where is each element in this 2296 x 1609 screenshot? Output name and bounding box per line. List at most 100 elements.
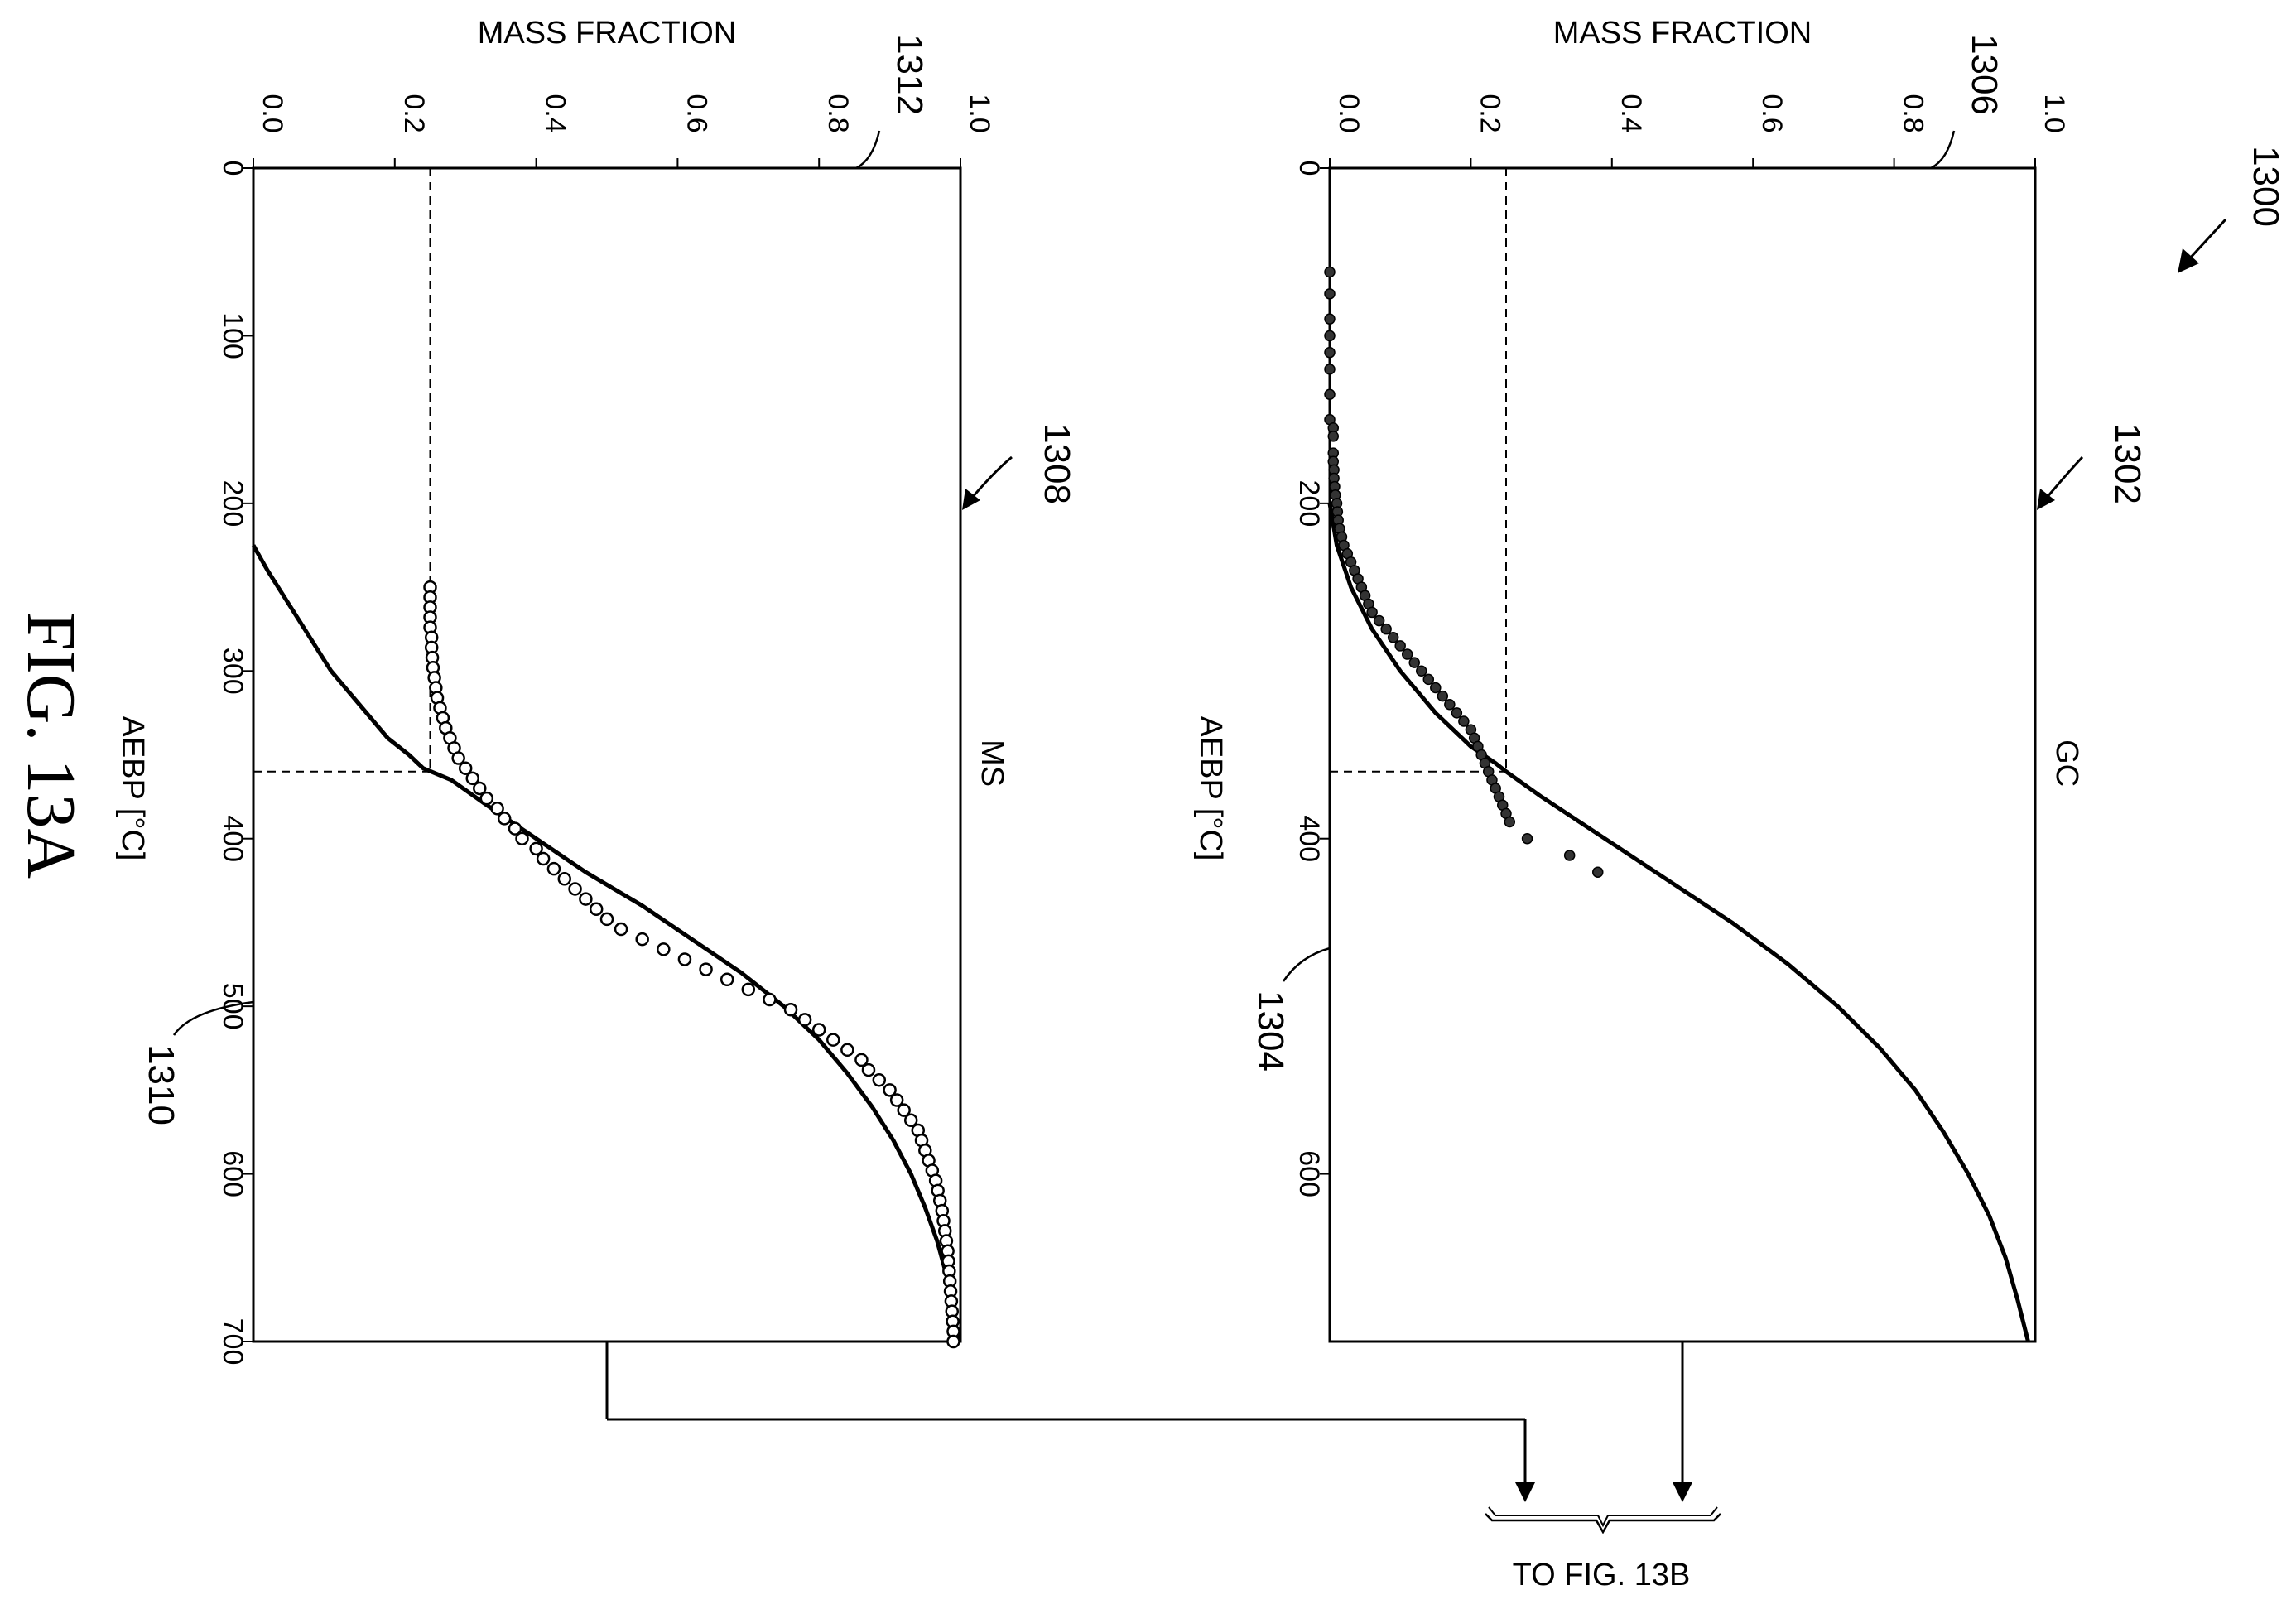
curve-ref-number: 1310 [141,1044,181,1125]
y-tick-label: 0.8 [1898,94,1929,132]
data-point [797,1013,812,1027]
data-point [1458,715,1470,727]
x-axis-label: AEBP [°C] [1193,715,1228,860]
continuation-brace-inner [1488,1506,1718,1528]
data-point [635,932,649,947]
data-point [1373,614,1385,627]
data-point [1387,632,1399,643]
plot-frame [1328,166,2037,1343]
plot-frame [252,166,962,1343]
data-point [889,1093,904,1107]
data-point [1324,266,1336,278]
data-point [1324,313,1336,325]
data-point [854,1053,869,1067]
series-curve [1327,503,2030,1342]
data-point [465,771,479,786]
x-tick-label: 0 [217,161,248,176]
y-tick-label: 0.2 [1474,94,1505,132]
curve-ref-leader [1282,947,1331,982]
plot-ref-number: 1302 [2107,423,2148,504]
data-point [1394,640,1406,652]
data-point [763,992,777,1007]
data-point [568,882,582,896]
chart-panels: 0 200 400 600 0.0 0.2 0.4 0.6 0.8 1.0 AEBP [°C] MAS… [115,16,2148,1365]
data-point [1444,699,1456,711]
x-tick-label: 300 [217,648,248,695]
chart-gc: 0 200 400 600 0.0 0.2 0.4 0.6 0.8 1.0 AEBP [°C] MAS… [1193,16,2148,1343]
data-point [946,1334,960,1349]
data-point [1521,832,1533,845]
data-point [536,851,551,866]
connector-gc-arrowhead [1673,1482,1692,1502]
x-tick-label: 200 [217,479,248,527]
data-point [1504,816,1516,828]
y-axis-label: MASS FRACTION [478,16,736,51]
data-point [599,912,614,927]
data-point [1380,623,1392,635]
panel-label: GC [2049,739,2084,787]
series-curve [251,544,960,1342]
y-tick-label: 0.4 [540,94,571,132]
y-tick-label: 0.0 [1333,94,1365,132]
data-point [861,1062,876,1077]
data-point [546,861,561,876]
data-point [1408,657,1420,668]
x-tick-label: 600 [1293,1150,1325,1197]
data-point [589,902,604,916]
data-point [1327,431,1340,442]
data-point [840,1043,854,1057]
data-point [826,1033,840,1047]
data-point [1324,388,1336,401]
data-point [872,1072,887,1087]
x-tick-label: 400 [217,815,248,862]
data-point [903,1113,918,1128]
data-point [473,781,487,796]
data-point [1324,364,1336,375]
plot-ref-number: 1308 [1037,423,1077,504]
data-point [557,872,572,886]
data-point [677,952,692,966]
figure-ref-number: 1300 [2245,146,2286,227]
x-axis-label: AEBP [°C] [115,715,150,860]
y-tick-label: 1.0 [964,94,995,132]
data-point [515,831,529,845]
axis-ref-leader [855,130,881,170]
y-tick-label: 0.2 [398,94,430,132]
data-point [1592,866,1604,878]
data-point [1401,648,1413,660]
data-point [490,802,504,816]
data-point [783,1002,798,1017]
data-point [1416,665,1427,677]
data-point [657,942,671,956]
plot-ref-arrowhead [2037,489,2055,510]
x-tick-label: 0 [1293,161,1325,176]
data-point [1563,850,1576,861]
y-tick-label: 0.4 [1615,94,1647,132]
plot-ref-arrowhead [962,489,980,510]
x-tick-label: 100 [217,312,248,359]
data-point [479,791,494,806]
data-point [1451,707,1463,719]
x-tick-label: 700 [217,1318,248,1366]
data-point [579,892,593,906]
data-point [451,751,465,765]
figure-ref-arrow [2178,218,2227,273]
data-point [1422,673,1435,686]
data-point [1430,682,1442,694]
data-point [1324,346,1336,359]
x-tick-label: 400 [1293,815,1325,862]
data-point [883,1083,897,1097]
data-point [699,962,713,976]
y-tick-label: 0.0 [257,94,288,132]
panel-label: MS [975,739,1009,787]
data-point [1324,330,1336,342]
connector-ms-arrowhead [1515,1482,1535,1502]
data-point [497,812,512,826]
y-tick-label: 0.6 [681,94,712,132]
data-point [741,982,756,997]
y-tick-label: 0.6 [1756,94,1788,132]
data-point [1324,288,1336,300]
x-tick-label: 600 [217,1150,248,1197]
data-point [1366,606,1378,619]
